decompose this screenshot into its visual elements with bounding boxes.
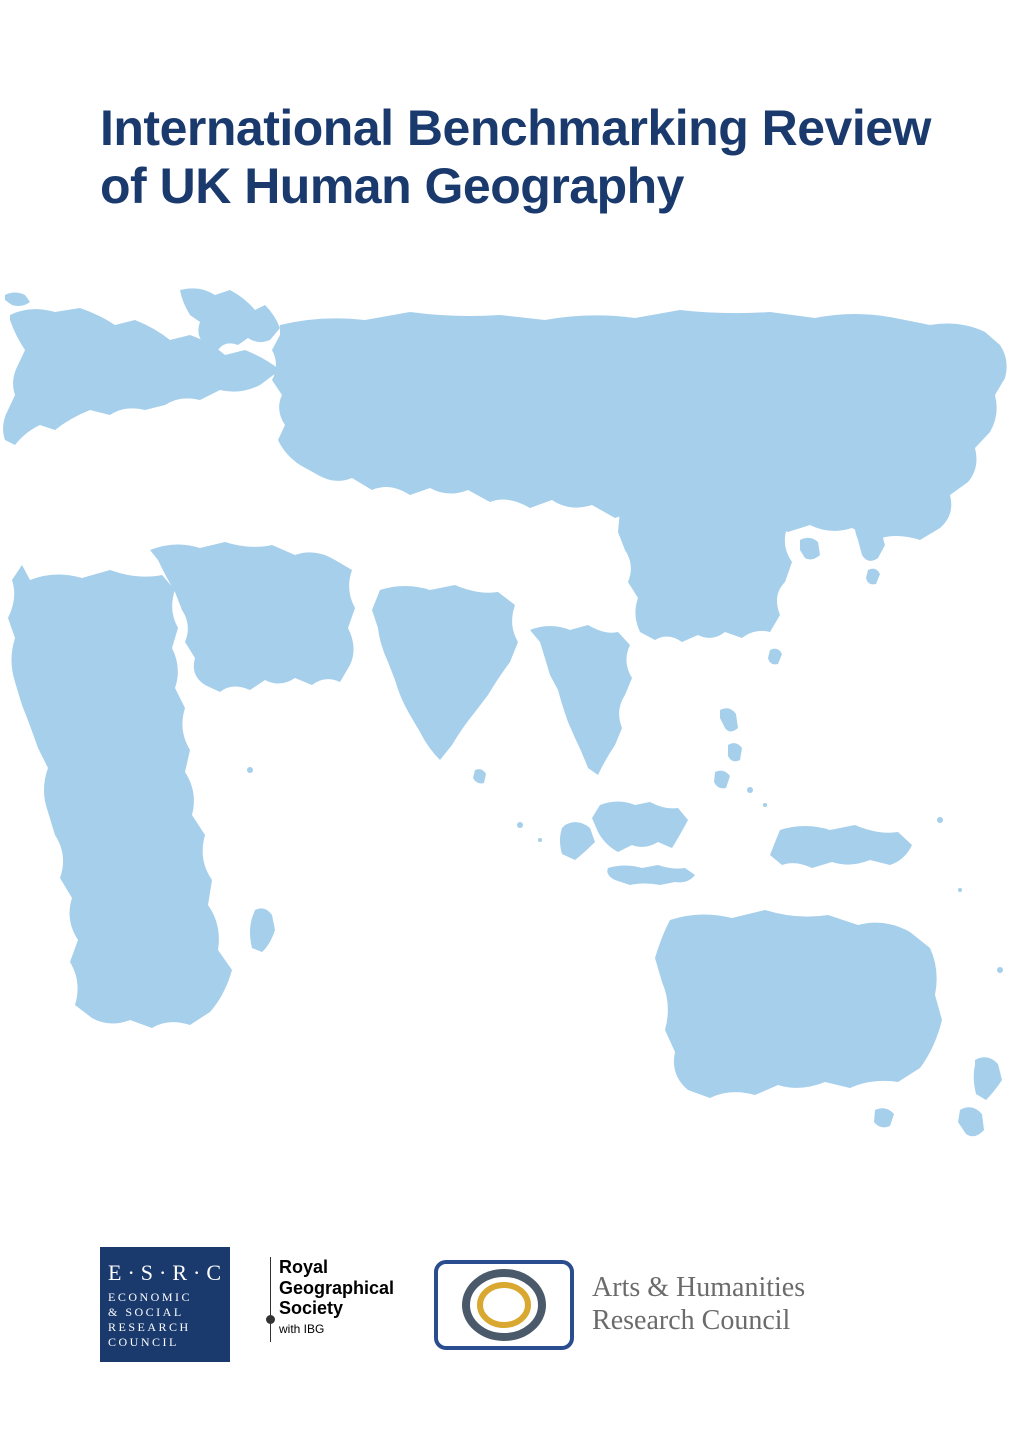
esrc-line-1: ECONOMIC bbox=[108, 1290, 222, 1305]
rgs-bar-icon bbox=[270, 1257, 271, 1342]
rgs-text: Royal Geographical Society with IBG bbox=[279, 1257, 394, 1336]
rgs-line-3: Society bbox=[279, 1298, 394, 1319]
esrc-acronym: E·S·R·C bbox=[108, 1260, 222, 1286]
esrc-line-2: & SOCIAL bbox=[108, 1305, 222, 1320]
rgs-line-2: Geographical bbox=[279, 1278, 394, 1299]
esrc-line-3: RESEARCH bbox=[108, 1320, 222, 1335]
ahrc-line-1: Arts & Humanities bbox=[592, 1272, 805, 1304]
esrc-logo: E·S·R·C ECONOMIC & SOCIAL RESEARCH COUNC… bbox=[100, 1247, 230, 1362]
title-line-2: of UK Human Geography bbox=[100, 158, 960, 216]
ahrc-icon bbox=[434, 1260, 574, 1350]
ahrc-logo: Arts & Humanities Research Council bbox=[434, 1260, 805, 1350]
ahrc-line-2: Research Council bbox=[592, 1305, 805, 1337]
rgs-line-1: Royal bbox=[279, 1257, 394, 1278]
rgs-sub: with IBG bbox=[279, 1322, 394, 1336]
world-map bbox=[0, 270, 1020, 1140]
page-title-block: International Benchmarking Review of UK … bbox=[100, 100, 960, 215]
logo-row: E·S·R·C ECONOMIC & SOCIAL RESEARCH COUNC… bbox=[100, 1247, 960, 1362]
title-line-1: International Benchmarking Review bbox=[100, 100, 960, 158]
map-svg bbox=[0, 270, 1020, 1140]
rgs-logo: Royal Geographical Society with IBG bbox=[270, 1257, 394, 1352]
esrc-line-4: COUNCIL bbox=[108, 1335, 222, 1350]
ahrc-text: Arts & Humanities Research Council bbox=[592, 1272, 805, 1336]
